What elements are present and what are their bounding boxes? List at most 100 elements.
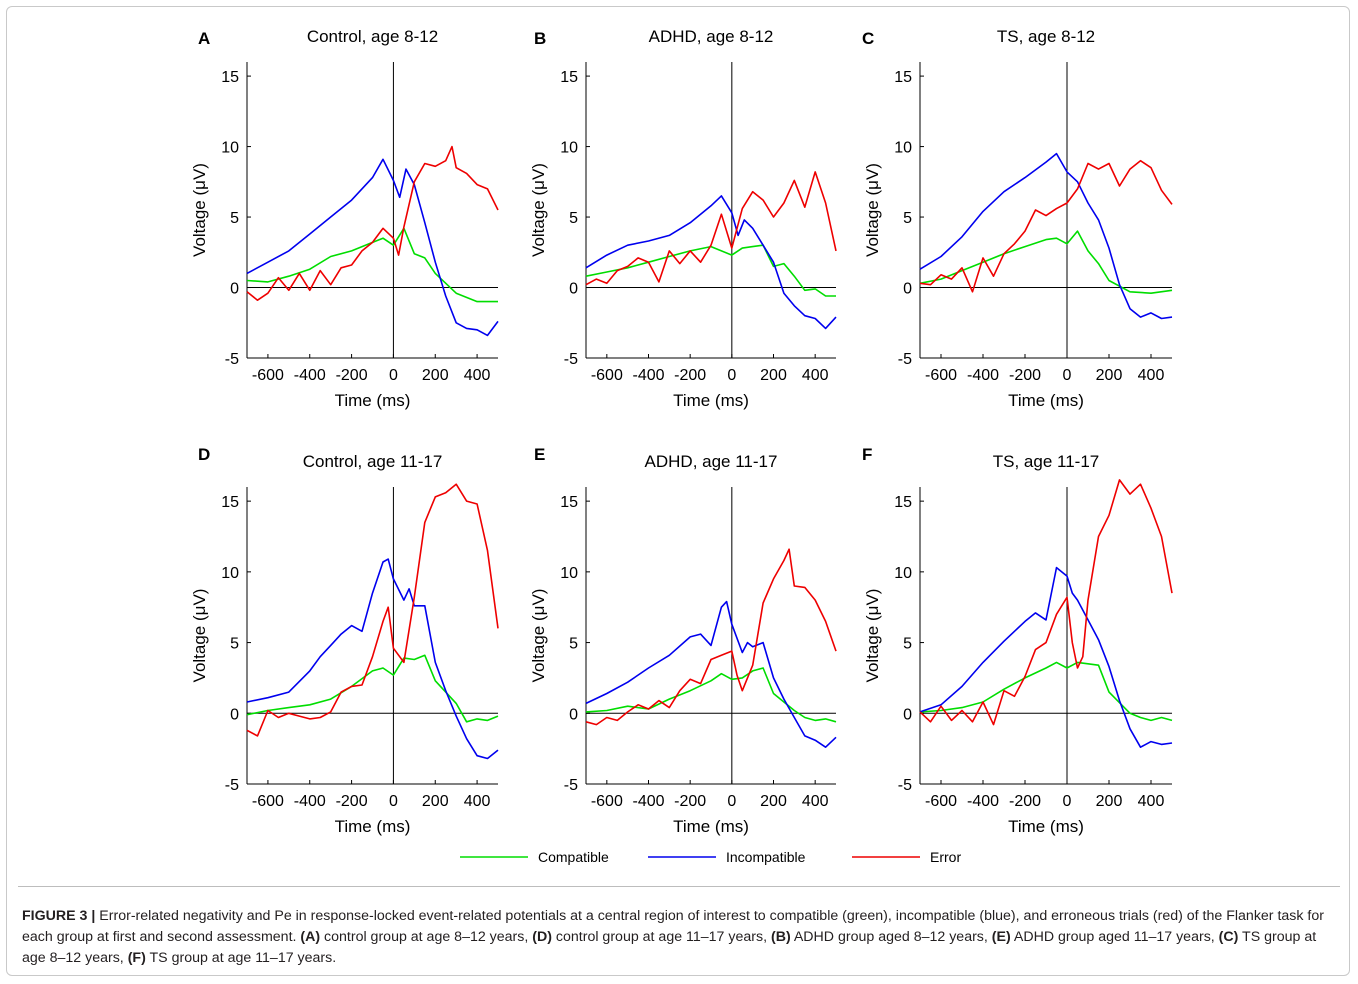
x-tick-label: -200 [674,367,706,384]
caption-text-d: control group at age 11–17 years, [551,929,771,945]
x-tick-label: -400 [294,367,326,384]
x-axis-label: Time (ms) [673,391,749,410]
figure-caption: FIGURE 3 | Error-related negativity and … [22,906,1342,969]
x-tick-label: 0 [389,367,398,384]
y-tick-label: -5 [564,351,578,368]
x-axis-label: Time (ms) [335,817,411,836]
x-tick-label: 0 [1063,793,1072,810]
caption-label-b: (B) [770,929,791,945]
y-tick-label: 0 [230,706,239,723]
legend: Compatible Incompatible Error [460,849,961,865]
caption-label-e: (E) [991,929,1011,945]
panel-title: ADHD, age 11-17 [645,452,778,471]
panel-title: TS, age 8-12 [997,27,1095,46]
y-tick-label: 15 [894,69,912,86]
x-tick-label: -600 [252,793,284,810]
y-tick-label: 15 [560,69,578,86]
y-tick-label: -5 [564,777,578,794]
x-tick-label: -600 [591,367,623,384]
panel-letter: D [198,445,210,464]
caption-divider [18,886,1340,887]
series-line-compatible [585,244,836,297]
x-tick-label: 400 [1138,367,1165,384]
series-line-error [246,483,499,737]
x-axis-label: Time (ms) [673,817,749,836]
x-tick-label: -400 [967,793,999,810]
x-tick-label: -400 [632,793,664,810]
x-tick-label: 400 [1138,793,1165,810]
y-tick-label: -5 [898,351,912,368]
panel-title: Control, age 11-17 [303,452,443,471]
x-axis-label: Time (ms) [1008,817,1084,836]
panel-title: ADHD, age 8-12 [649,27,774,46]
x-tick-label: -200 [1009,367,1041,384]
y-axis-label: Voltage (μV) [529,589,548,683]
x-tick-label: -600 [925,793,957,810]
caption-text: Error-related negativity and Pe in respo… [22,908,1324,945]
panel-title: TS, age 11-17 [993,452,1099,471]
y-tick-label: 10 [221,565,239,582]
x-tick-label: 200 [422,367,449,384]
x-tick-label: -200 [1009,793,1041,810]
legend-item-error: Error [852,849,961,865]
x-tick-label: -200 [674,793,706,810]
y-tick-label: 10 [221,140,239,157]
series-line-error [585,548,837,726]
x-axis-label: Time (ms) [335,391,411,410]
y-tick-label: -5 [898,777,912,794]
x-axis-label: Time (ms) [1008,391,1084,410]
caption-text-a: control group at age 8–12 years, [320,929,533,945]
panel-letter: C [862,29,874,48]
panel-letter: E [534,445,545,464]
legend-label: Compatible [538,849,609,865]
y-tick-label: 10 [560,565,578,582]
y-axis-label: Voltage (μV) [863,163,882,257]
y-tick-label: 10 [894,565,912,582]
x-tick-label: 200 [1096,367,1123,384]
y-tick-label: 15 [560,494,578,511]
panel-title: Control, age 8-12 [307,27,438,46]
caption-text-f: TS group at age 11–17 years. [145,950,337,966]
x-tick-label: 0 [389,793,398,810]
y-tick-label: 10 [894,140,912,157]
series-line-incompatible [919,566,1173,749]
legend-item-incompatible: Incompatible [648,849,806,865]
panel-d: D Control, age 11-17 -5 0 5 10 15 -600 -400 -200 0… [190,445,499,836]
x-tick-label: -400 [294,793,326,810]
series-line-error [585,171,837,286]
y-tick-label: 5 [903,210,912,227]
caption-text-b: ADHD group aged 8–12 years, [790,929,992,945]
panel-f: F TS, age 11-17 -5 0 5 10 15 -600 -400 -200 0 200 40… [862,445,1173,836]
panel-c: C TS, age 8-12 -5 0 5 10 15 -600 -400 -200 0 200 400… [862,27,1173,410]
series-line-compatible [585,667,837,723]
series-line-incompatible [585,195,837,330]
y-tick-label: 15 [221,494,239,511]
y-axis-label: Voltage (μV) [190,589,209,683]
x-tick-label: -600 [252,367,284,384]
legend-label: Incompatible [726,849,806,865]
y-tick-label: -5 [225,777,239,794]
y-tick-label: 15 [894,494,912,511]
caption-text-e: ADHD group aged 11–17 years, [1010,929,1219,945]
x-tick-label: -400 [967,367,999,384]
legend-label: Error [930,849,961,865]
panel-b: B ADHD, age 8-12 -5 0 5 10 15 -600 -400 -200 0 200 4… [529,27,837,410]
x-tick-label: -200 [336,793,368,810]
series-line-error [246,145,499,302]
y-tick-label: 10 [560,140,578,157]
caption-label-d: (D) [532,929,552,945]
caption-text-c: TS group at age 8–12 years, [22,929,1317,966]
legend-item-compatible: Compatible [460,849,609,865]
x-tick-label: 0 [727,793,736,810]
series-line-compatible [246,227,498,303]
x-tick-label: 200 [760,793,787,810]
y-tick-label: 0 [903,706,912,723]
x-tick-label: -400 [632,367,664,384]
x-tick-label: 0 [727,367,736,384]
panel-letter: A [198,29,210,48]
series-line-incompatible [246,158,499,337]
series-line-compatible [919,661,1173,722]
panel-letter: B [534,29,546,48]
series-line-compatible [246,654,499,723]
y-tick-label: 5 [903,636,912,653]
